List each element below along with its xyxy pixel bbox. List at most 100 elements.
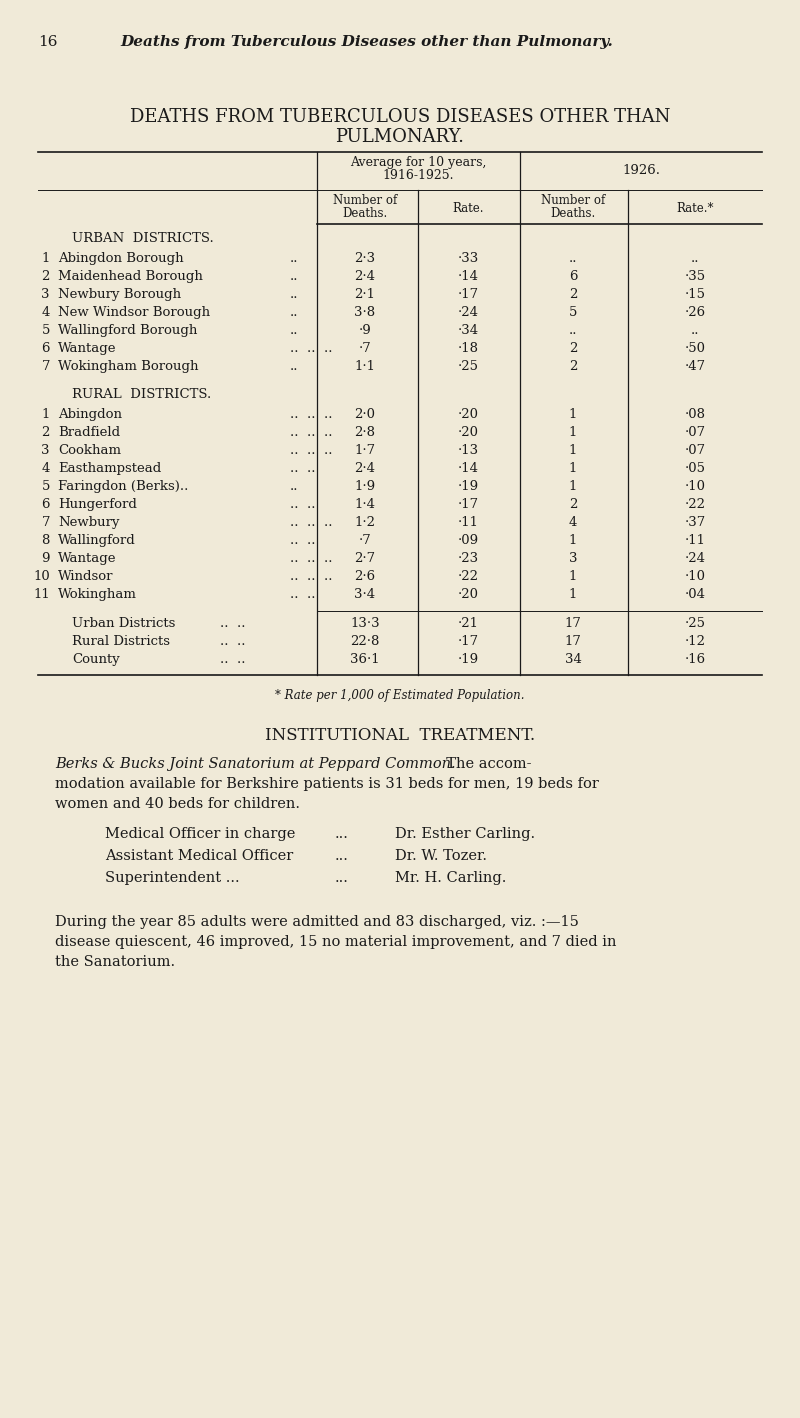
Text: 6: 6 [569, 269, 578, 284]
Text: 1926.: 1926. [622, 164, 660, 177]
Text: ·33: ·33 [458, 252, 478, 265]
Text: 2·3: 2·3 [354, 252, 375, 265]
Text: Average for 10 years,: Average for 10 years, [350, 156, 486, 169]
Text: 5: 5 [569, 306, 577, 319]
Text: 1: 1 [569, 425, 577, 440]
Text: 1·9: 1·9 [354, 481, 375, 493]
Text: ·10: ·10 [685, 481, 706, 493]
Text: ·10: ·10 [685, 570, 706, 583]
Text: PULMONARY.: PULMONARY. [335, 128, 465, 146]
Text: ..  ..: .. .. [220, 635, 246, 648]
Text: ..  ..: .. .. [290, 462, 315, 475]
Text: Wantage: Wantage [58, 342, 117, 354]
Text: 1: 1 [569, 588, 577, 601]
Text: 3·8: 3·8 [354, 306, 375, 319]
Text: 1: 1 [42, 408, 50, 421]
Text: ...: ... [335, 827, 349, 841]
Text: New Windsor Borough: New Windsor Borough [58, 306, 210, 319]
Text: 1: 1 [569, 535, 577, 547]
Text: ·07: ·07 [685, 444, 706, 457]
Text: 2·7: 2·7 [354, 552, 375, 564]
Text: 13·3: 13·3 [350, 617, 380, 630]
Text: 2: 2 [569, 360, 577, 373]
Text: 17: 17 [565, 635, 582, 648]
Text: 2·8: 2·8 [354, 425, 375, 440]
Text: 2: 2 [42, 425, 50, 440]
Text: County: County [72, 654, 120, 666]
Text: modation available for Berkshire patients is 31 beds for men, 19 beds for: modation available for Berkshire patient… [55, 777, 599, 791]
Text: Faringdon (Berks)..: Faringdon (Berks).. [58, 481, 188, 493]
Text: Wallingford Borough: Wallingford Borough [58, 323, 198, 337]
Text: 2·0: 2·0 [354, 408, 375, 421]
Text: Bradfield: Bradfield [58, 425, 120, 440]
Text: ·17: ·17 [458, 635, 478, 648]
Text: ·17: ·17 [458, 288, 478, 301]
Text: 10: 10 [34, 570, 50, 583]
Text: Newbury: Newbury [58, 516, 119, 529]
Text: ·20: ·20 [458, 588, 478, 601]
Text: ·7: ·7 [358, 535, 371, 547]
Text: ·20: ·20 [458, 425, 478, 440]
Text: ·11: ·11 [458, 516, 478, 529]
Text: ..: .. [290, 306, 298, 319]
Text: ·19: ·19 [458, 481, 478, 493]
Text: ..: .. [290, 252, 298, 265]
Text: Abingdon Borough: Abingdon Borough [58, 252, 184, 265]
Text: Wallingford: Wallingford [58, 535, 136, 547]
Text: 1·7: 1·7 [354, 444, 375, 457]
Text: ..  ..  ..: .. .. .. [290, 444, 333, 457]
Text: Deaths.: Deaths. [342, 207, 388, 220]
Text: 36·1: 36·1 [350, 654, 380, 666]
Text: 6: 6 [42, 498, 50, 510]
Text: ·25: ·25 [685, 617, 706, 630]
Text: 1·2: 1·2 [354, 516, 375, 529]
Text: 2·4: 2·4 [354, 462, 375, 475]
Text: 1: 1 [569, 462, 577, 475]
Text: The accom-: The accom- [437, 757, 531, 771]
Text: ...: ... [335, 871, 349, 885]
Text: 1: 1 [569, 570, 577, 583]
Text: ·12: ·12 [685, 635, 706, 648]
Text: Abingdon: Abingdon [58, 408, 122, 421]
Text: ..  ..  ..: .. .. .. [290, 425, 333, 440]
Text: women and 40 beds for children.: women and 40 beds for children. [55, 797, 300, 811]
Text: 7: 7 [42, 360, 50, 373]
Text: the Sanatorium.: the Sanatorium. [55, 954, 175, 968]
Text: ·19: ·19 [458, 654, 478, 666]
Text: 6: 6 [42, 342, 50, 354]
Text: 1: 1 [569, 481, 577, 493]
Text: ·13: ·13 [458, 444, 478, 457]
Text: Rate.: Rate. [452, 201, 484, 216]
Text: ·23: ·23 [458, 552, 478, 564]
Text: 2: 2 [569, 288, 577, 301]
Text: ·22: ·22 [458, 570, 478, 583]
Text: 17: 17 [565, 617, 582, 630]
Text: ·05: ·05 [685, 462, 706, 475]
Text: Mr. H. Carling.: Mr. H. Carling. [395, 871, 506, 885]
Text: RURAL  DISTRICTS.: RURAL DISTRICTS. [72, 389, 211, 401]
Text: ..: .. [290, 360, 298, 373]
Text: ·14: ·14 [458, 462, 478, 475]
Text: ..  ..  ..: .. .. .. [290, 408, 333, 421]
Text: ..  ..  ..: .. .. .. [290, 516, 333, 529]
Text: ·50: ·50 [685, 342, 706, 354]
Text: ...: ... [335, 849, 349, 864]
Text: 2: 2 [569, 498, 577, 510]
Text: During the year 85 adults were admitted and 83 discharged, viz. :—15: During the year 85 adults were admitted … [55, 915, 579, 929]
Text: 11: 11 [34, 588, 50, 601]
Text: ·14: ·14 [458, 269, 478, 284]
Text: 1·4: 1·4 [354, 498, 375, 510]
Text: 16: 16 [38, 35, 58, 50]
Text: DEATHS FROM TUBERCULOUS DISEASES OTHER THAN: DEATHS FROM TUBERCULOUS DISEASES OTHER T… [130, 108, 670, 126]
Text: ..  ..: .. .. [290, 535, 315, 547]
Text: ·08: ·08 [685, 408, 706, 421]
Text: ..  ..: .. .. [220, 654, 246, 666]
Text: ..: .. [290, 323, 298, 337]
Text: ·26: ·26 [685, 306, 706, 319]
Text: Medical Officer in charge: Medical Officer in charge [105, 827, 295, 841]
Text: ·24: ·24 [685, 552, 706, 564]
Text: 1: 1 [42, 252, 50, 265]
Text: ·9: ·9 [358, 323, 371, 337]
Text: 3: 3 [569, 552, 578, 564]
Text: disease quiescent, 46 improved, 15 no material improvement, and 7 died in: disease quiescent, 46 improved, 15 no ma… [55, 934, 617, 949]
